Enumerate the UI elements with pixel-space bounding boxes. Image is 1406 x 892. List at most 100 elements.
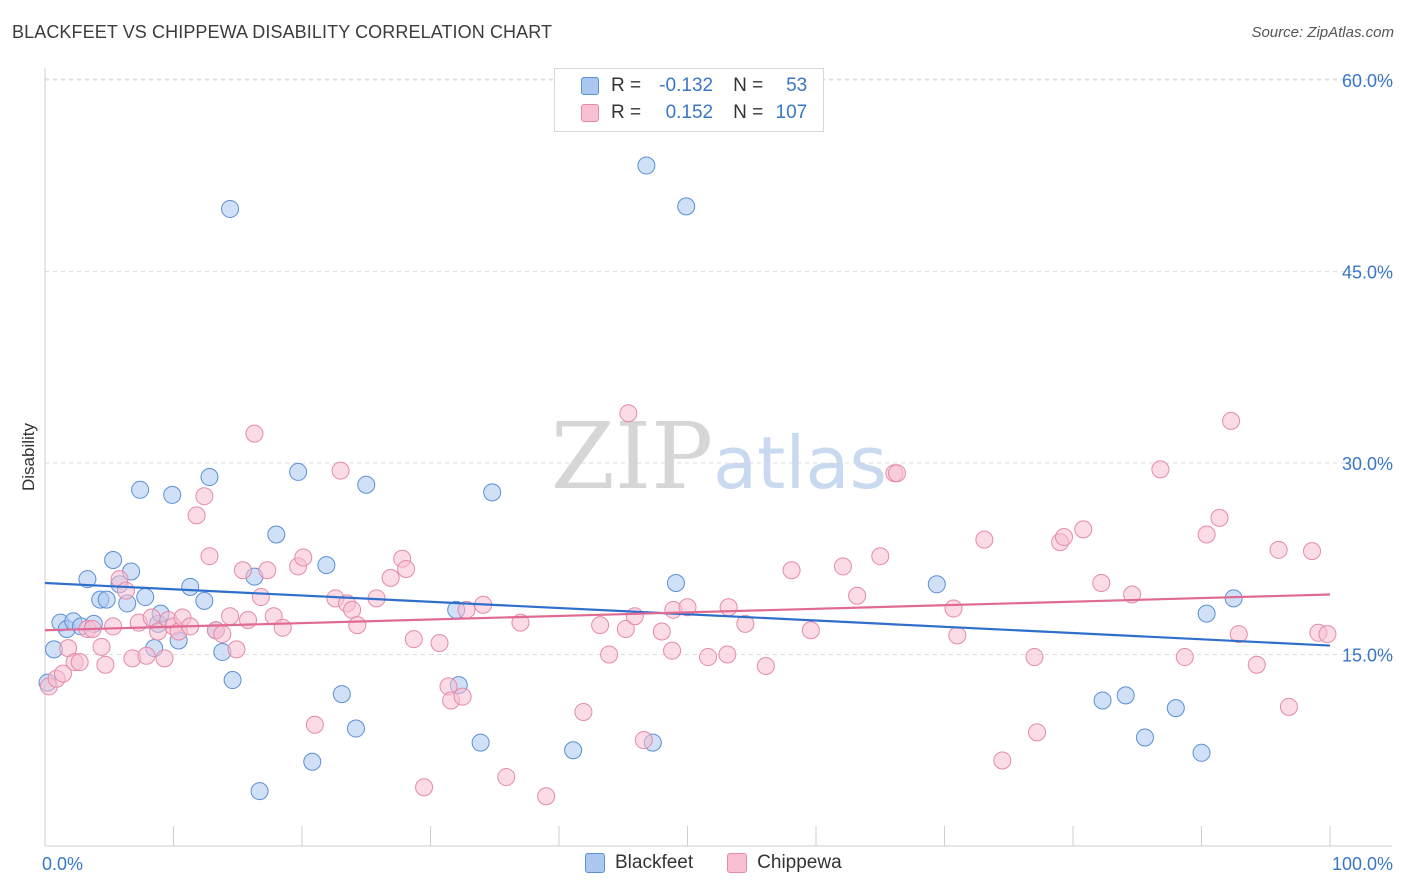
chippewa-point bbox=[497, 768, 516, 787]
chippewa-point bbox=[591, 616, 610, 635]
source-label: Source: ZipAtlas.com bbox=[1251, 24, 1394, 41]
chippewa-point bbox=[801, 621, 820, 640]
legend-item-chippewa[interactable]: Chippewa bbox=[727, 852, 842, 874]
blackfeet-point bbox=[136, 588, 155, 607]
chippewa-point bbox=[116, 581, 135, 600]
chippewa-point bbox=[652, 622, 671, 641]
chippewa-point bbox=[887, 464, 906, 483]
chippewa-point bbox=[404, 630, 423, 649]
chippewa-point bbox=[187, 506, 206, 525]
chippewa-point bbox=[200, 547, 219, 566]
chippewa-point bbox=[343, 600, 362, 619]
chippewa-point bbox=[663, 641, 682, 660]
chippewa-point bbox=[736, 614, 755, 633]
n-label: N = bbox=[733, 75, 764, 96]
chippewa-point bbox=[1197, 525, 1216, 544]
chippewa-point bbox=[1222, 411, 1241, 430]
chippewa-point bbox=[848, 586, 867, 605]
blackfeet-point bbox=[221, 199, 240, 218]
watermark: ZIP atlas bbox=[551, 403, 887, 510]
n-label: N = bbox=[733, 102, 764, 123]
blackfeet-point bbox=[104, 551, 123, 570]
chippewa-point bbox=[453, 687, 472, 706]
chippewa-point bbox=[1123, 585, 1142, 604]
chippewa-point bbox=[699, 648, 718, 667]
chippewa-point bbox=[195, 487, 214, 506]
chippewa-point bbox=[381, 568, 400, 587]
chippewa-point bbox=[634, 731, 653, 750]
r-value: 0.152 bbox=[665, 102, 714, 123]
blackfeet-point bbox=[1093, 691, 1112, 710]
chippewa-trend-line bbox=[44, 593, 1331, 632]
chippewa-point bbox=[833, 557, 852, 576]
blackfeet-point bbox=[677, 197, 696, 216]
chippewa-point bbox=[948, 626, 967, 645]
blackfeet-point bbox=[267, 525, 286, 544]
x-tick-label: 100.0% bbox=[1332, 854, 1393, 874]
legend-label-blackfeet: Blackfeet bbox=[615, 852, 694, 873]
chippewa-point bbox=[718, 645, 737, 664]
chippewa-point bbox=[348, 616, 367, 635]
chippewa-swatch bbox=[727, 853, 748, 873]
blackfeet-trend-line bbox=[44, 581, 1331, 647]
chippewa-point bbox=[213, 625, 232, 644]
chippewa-point bbox=[625, 607, 644, 626]
y-tick-label: 30.0% bbox=[1342, 454, 1393, 474]
chippewa-point bbox=[1303, 542, 1322, 561]
legend-item-blackfeet[interactable]: Blackfeet bbox=[585, 852, 693, 874]
x-tick-label: 0.0% bbox=[42, 854, 83, 874]
r-label: R = bbox=[611, 102, 642, 123]
chippewa-point bbox=[616, 619, 635, 638]
blackfeet-point bbox=[163, 485, 182, 504]
chippewa-point bbox=[273, 618, 292, 637]
chippewa-point bbox=[1279, 697, 1298, 716]
chippewa-point bbox=[70, 653, 89, 672]
chippewa-point bbox=[258, 561, 277, 580]
chippewa-point bbox=[239, 611, 258, 630]
chippewa-point bbox=[1229, 625, 1248, 644]
chippewa-point bbox=[1092, 574, 1111, 593]
legend-label-chippewa: Chippewa bbox=[757, 852, 842, 873]
blackfeet-point bbox=[1166, 699, 1185, 718]
blackfeet-point bbox=[483, 483, 502, 502]
chippewa-point bbox=[975, 530, 994, 549]
chippewa-point bbox=[415, 778, 434, 797]
chippewa-point bbox=[430, 634, 449, 653]
chippewa-point bbox=[251, 588, 270, 607]
r-value: -0.132 bbox=[659, 75, 714, 96]
blackfeet-point bbox=[181, 577, 200, 596]
blackfeet-point bbox=[564, 741, 583, 760]
chippewa-point bbox=[1151, 460, 1170, 479]
y-tick-label: 60.0% bbox=[1342, 71, 1393, 91]
blackfeet-point bbox=[195, 591, 214, 610]
chippewa-point bbox=[1055, 528, 1074, 547]
series-legend: Blackfeet Chippewa bbox=[585, 852, 876, 874]
blackfeet-point bbox=[666, 574, 685, 593]
legend-row-chippewa: R = 0.152 N = 107 bbox=[581, 101, 807, 125]
blackfeet-point bbox=[131, 480, 150, 499]
chippewa-point bbox=[53, 664, 72, 683]
chippewa-point bbox=[756, 656, 775, 675]
y-axis-label: Disability bbox=[19, 422, 38, 491]
chippewa-point bbox=[511, 613, 530, 632]
blackfeet-point bbox=[1116, 686, 1135, 705]
chippewa-points bbox=[39, 404, 1337, 806]
chippewa-point bbox=[331, 461, 350, 480]
blackfeet-point bbox=[97, 590, 116, 609]
chippewa-point bbox=[1074, 520, 1093, 539]
blackfeet-point bbox=[471, 733, 490, 752]
blackfeet-point bbox=[927, 575, 946, 594]
blackfeet-swatch bbox=[581, 77, 599, 95]
chippewa-point bbox=[1247, 655, 1266, 674]
chippewa-swatch bbox=[581, 104, 599, 122]
chippewa-point bbox=[1028, 723, 1047, 742]
blackfeet-point bbox=[357, 475, 376, 494]
chippewa-point bbox=[397, 559, 416, 578]
chippewa-point bbox=[1175, 648, 1194, 667]
chippewa-point bbox=[1210, 508, 1229, 527]
chippewa-point bbox=[782, 561, 801, 580]
chippewa-point bbox=[104, 617, 123, 636]
blackfeet-point bbox=[1197, 604, 1216, 623]
tick-labels: 15.0% 30.0% 45.0% 60.0% 0.0% 100.0% Disability bbox=[19, 71, 1393, 874]
